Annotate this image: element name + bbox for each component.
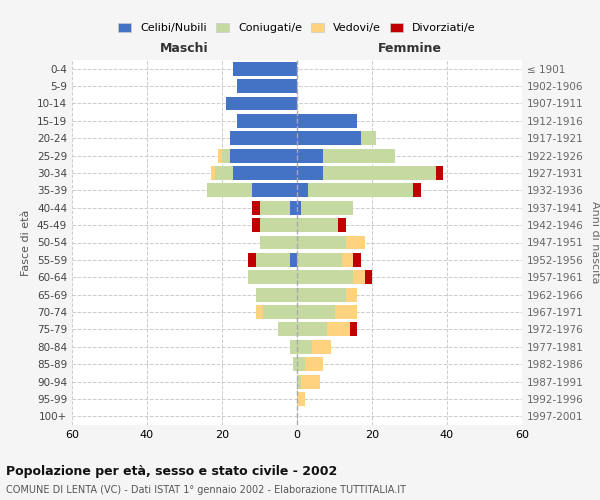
Bar bbox=[256, 305, 263, 319]
Bar bbox=[229, 132, 297, 145]
Bar bbox=[413, 184, 421, 198]
Bar bbox=[248, 253, 256, 267]
Bar bbox=[297, 357, 305, 371]
Bar bbox=[305, 357, 323, 371]
Bar bbox=[301, 374, 320, 388]
Bar bbox=[365, 270, 372, 284]
Bar bbox=[338, 218, 346, 232]
Bar bbox=[222, 148, 229, 162]
Bar bbox=[297, 218, 338, 232]
Bar bbox=[327, 322, 349, 336]
Bar bbox=[353, 270, 365, 284]
Bar bbox=[342, 253, 353, 267]
Bar bbox=[218, 148, 222, 162]
Bar bbox=[297, 253, 342, 267]
Bar bbox=[229, 148, 297, 162]
Bar bbox=[290, 253, 297, 267]
Bar bbox=[278, 322, 297, 336]
Bar bbox=[301, 201, 353, 214]
Bar bbox=[297, 132, 361, 145]
Bar bbox=[297, 148, 323, 162]
Bar bbox=[297, 114, 357, 128]
Bar bbox=[353, 253, 361, 267]
Bar bbox=[290, 201, 297, 214]
Bar bbox=[233, 62, 297, 76]
Bar bbox=[211, 166, 215, 180]
Bar bbox=[290, 340, 297, 353]
Bar bbox=[260, 218, 297, 232]
Bar bbox=[346, 288, 357, 302]
Bar bbox=[297, 166, 323, 180]
Bar bbox=[308, 184, 413, 198]
Bar bbox=[323, 166, 436, 180]
Bar bbox=[263, 305, 297, 319]
Bar bbox=[297, 201, 301, 214]
Bar bbox=[297, 270, 353, 284]
Bar bbox=[297, 392, 305, 406]
Bar bbox=[215, 166, 233, 180]
Bar bbox=[252, 184, 297, 198]
Bar bbox=[297, 374, 301, 388]
Bar bbox=[237, 114, 297, 128]
Legend: Celibi/Nubili, Coniugati/e, Vedovi/e, Divorziati/e: Celibi/Nubili, Coniugati/e, Vedovi/e, Di… bbox=[114, 18, 480, 38]
Y-axis label: Fasce di età: Fasce di età bbox=[22, 210, 31, 276]
Bar bbox=[248, 270, 297, 284]
Bar bbox=[349, 322, 357, 336]
Bar bbox=[361, 132, 376, 145]
Bar bbox=[297, 288, 346, 302]
Bar bbox=[237, 79, 297, 93]
Bar bbox=[256, 253, 290, 267]
Text: Femmine: Femmine bbox=[377, 42, 442, 55]
Bar bbox=[436, 166, 443, 180]
Text: Maschi: Maschi bbox=[160, 42, 209, 55]
Bar bbox=[346, 236, 365, 250]
Bar bbox=[293, 357, 297, 371]
Bar bbox=[233, 166, 297, 180]
Bar bbox=[297, 184, 308, 198]
Y-axis label: Anni di nascita: Anni di nascita bbox=[590, 201, 600, 284]
Bar bbox=[297, 236, 346, 250]
Text: COMUNE DI LENTA (VC) - Dati ISTAT 1° gennaio 2002 - Elaborazione TUTTITALIA.IT: COMUNE DI LENTA (VC) - Dati ISTAT 1° gen… bbox=[6, 485, 406, 495]
Bar bbox=[260, 201, 290, 214]
Text: Popolazione per età, sesso e stato civile - 2002: Popolazione per età, sesso e stato civil… bbox=[6, 465, 337, 478]
Bar bbox=[297, 305, 335, 319]
Bar bbox=[252, 201, 260, 214]
Bar bbox=[207, 184, 252, 198]
Bar bbox=[323, 148, 395, 162]
Bar bbox=[297, 340, 312, 353]
Bar bbox=[256, 288, 297, 302]
Bar bbox=[226, 96, 297, 110]
Bar bbox=[335, 305, 357, 319]
Bar bbox=[312, 340, 331, 353]
Bar bbox=[297, 322, 327, 336]
Bar bbox=[260, 236, 297, 250]
Bar bbox=[252, 218, 260, 232]
